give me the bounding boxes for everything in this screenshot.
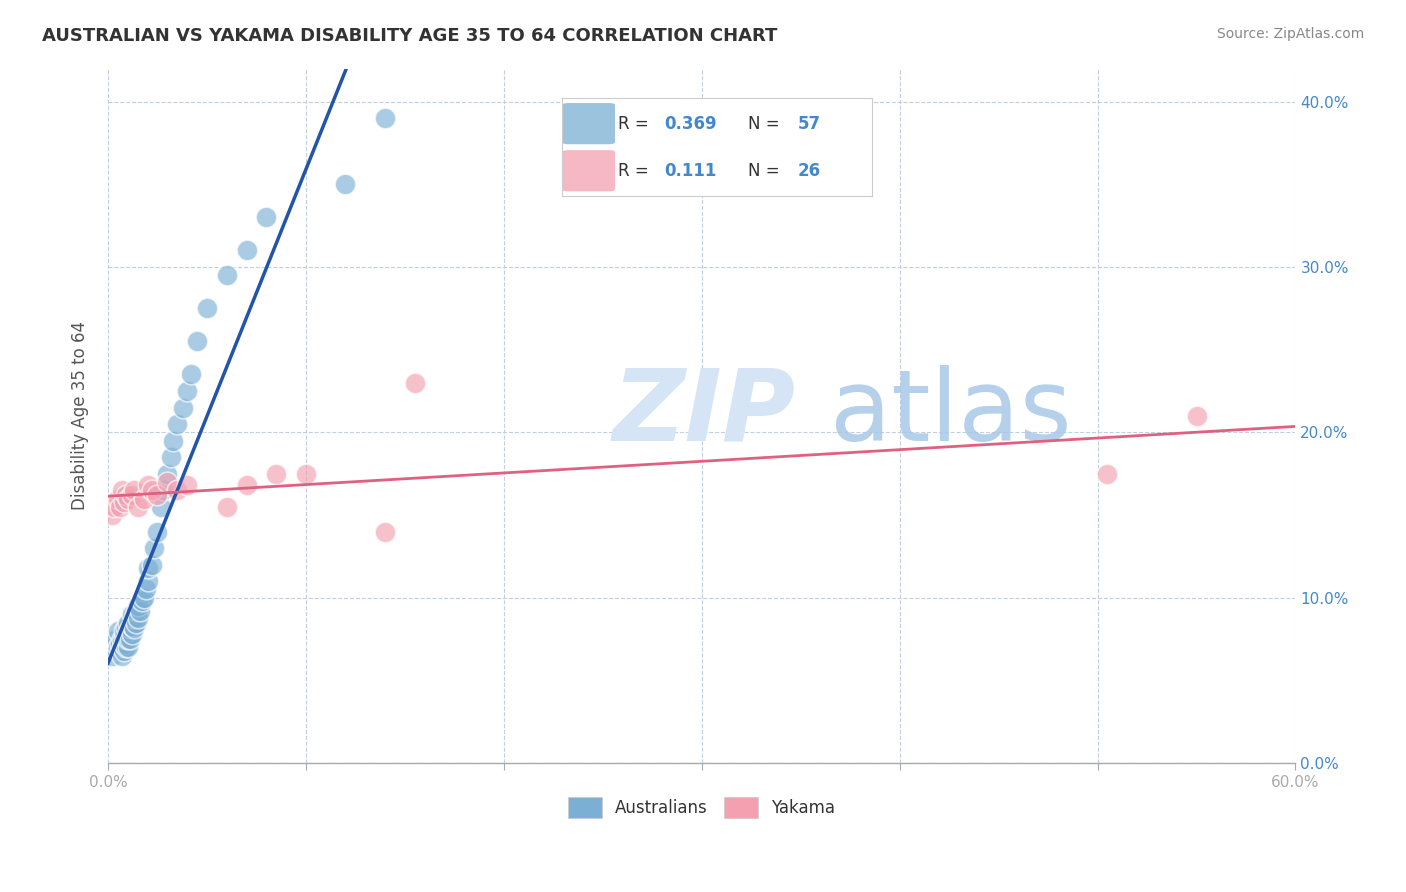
- Point: [176, 478, 198, 492]
- Point: [215, 268, 238, 283]
- Text: 26: 26: [797, 161, 821, 179]
- Point: [114, 488, 136, 502]
- Point: [146, 524, 169, 539]
- Point: [122, 610, 145, 624]
- Point: [186, 334, 208, 349]
- Point: [1185, 409, 1208, 423]
- Point: [111, 648, 134, 663]
- Point: [404, 376, 426, 390]
- Point: [160, 450, 183, 465]
- Point: [117, 624, 139, 638]
- Point: [156, 467, 179, 481]
- Legend: Australians, Yakama: Australians, Yakama: [561, 790, 842, 824]
- Point: [235, 478, 257, 492]
- Point: [117, 640, 139, 655]
- Point: [374, 524, 396, 539]
- Point: [108, 643, 131, 657]
- Point: [156, 475, 179, 489]
- Text: N =: N =: [748, 161, 785, 179]
- Point: [136, 574, 159, 589]
- Point: [125, 604, 148, 618]
- Point: [125, 615, 148, 630]
- Point: [114, 632, 136, 646]
- Y-axis label: Disability Age 35 to 64: Disability Age 35 to 64: [72, 321, 89, 510]
- Text: 0.369: 0.369: [665, 115, 717, 133]
- Point: [136, 561, 159, 575]
- FancyBboxPatch shape: [562, 103, 614, 145]
- Point: [1097, 467, 1119, 481]
- Point: [132, 491, 155, 506]
- Point: [176, 384, 198, 398]
- Point: [142, 541, 165, 555]
- Point: [121, 607, 143, 622]
- Point: [141, 483, 163, 498]
- Point: [103, 500, 125, 514]
- Point: [166, 483, 188, 498]
- Point: [235, 244, 257, 258]
- Point: [195, 301, 218, 316]
- Point: [121, 619, 143, 633]
- Point: [162, 434, 184, 448]
- Point: [150, 500, 173, 514]
- Point: [112, 643, 135, 657]
- Point: [104, 632, 127, 646]
- Point: [131, 594, 153, 608]
- Point: [107, 624, 129, 638]
- Point: [264, 467, 287, 481]
- Point: [122, 483, 145, 498]
- Text: AUSTRALIAN VS YAKAMA DISABILITY AGE 35 TO 64 CORRELATION CHART: AUSTRALIAN VS YAKAMA DISABILITY AGE 35 T…: [42, 27, 778, 45]
- Point: [112, 495, 135, 509]
- Point: [215, 500, 238, 514]
- Point: [127, 610, 149, 624]
- Point: [132, 591, 155, 605]
- Point: [117, 491, 139, 506]
- Text: R =: R =: [619, 161, 659, 179]
- Point: [107, 640, 129, 655]
- Point: [108, 500, 131, 514]
- Point: [121, 627, 143, 641]
- Text: 57: 57: [797, 115, 821, 133]
- Point: [112, 631, 135, 645]
- Point: [254, 211, 277, 225]
- Point: [136, 478, 159, 492]
- Point: [114, 620, 136, 634]
- Point: [374, 111, 396, 125]
- Point: [122, 620, 145, 634]
- Point: [118, 620, 141, 634]
- Text: N =: N =: [748, 115, 785, 133]
- Point: [111, 483, 134, 498]
- Point: [295, 467, 318, 481]
- Point: [117, 632, 139, 646]
- Point: [127, 599, 149, 613]
- Point: [111, 640, 134, 655]
- Point: [107, 491, 129, 506]
- Point: [112, 624, 135, 638]
- Text: R =: R =: [619, 115, 654, 133]
- Point: [127, 500, 149, 514]
- Point: [112, 637, 135, 651]
- Point: [103, 640, 125, 655]
- Point: [121, 488, 143, 502]
- Point: [118, 632, 141, 646]
- Text: Source: ZipAtlas.com: Source: ZipAtlas.com: [1216, 27, 1364, 41]
- Point: [117, 615, 139, 630]
- Point: [180, 368, 202, 382]
- Point: [146, 488, 169, 502]
- Point: [111, 632, 134, 646]
- Point: [128, 604, 150, 618]
- Point: [141, 558, 163, 572]
- Point: [172, 401, 194, 415]
- FancyBboxPatch shape: [562, 150, 614, 192]
- Point: [108, 637, 131, 651]
- Point: [101, 508, 124, 522]
- Point: [152, 483, 174, 498]
- Point: [135, 582, 157, 597]
- Text: 0.111: 0.111: [665, 161, 717, 179]
- Point: [335, 178, 357, 192]
- Point: [101, 648, 124, 663]
- Text: atlas: atlas: [831, 365, 1071, 462]
- Point: [166, 417, 188, 431]
- Text: ZIP: ZIP: [613, 365, 796, 462]
- Point: [114, 640, 136, 655]
